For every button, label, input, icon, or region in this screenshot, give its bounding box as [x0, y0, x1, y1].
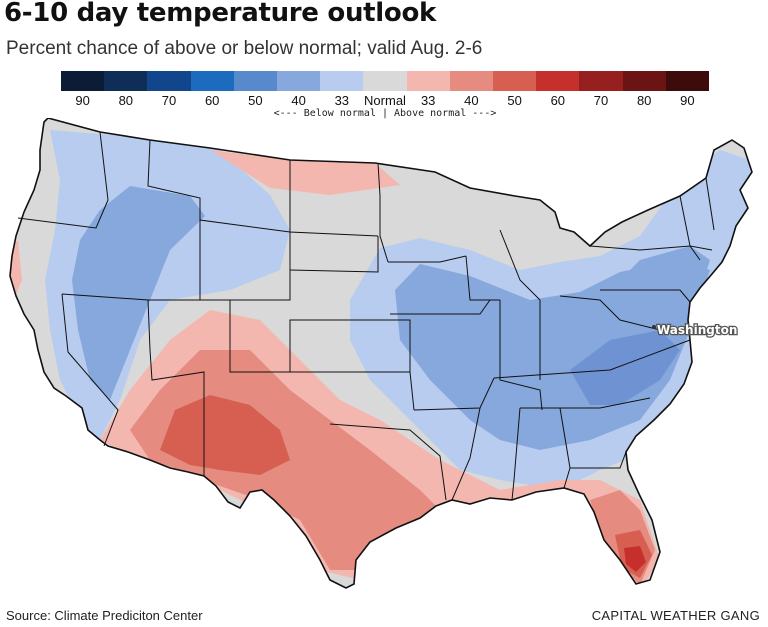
ohio-wv-lines — [559, 295, 661, 331]
legend-label: 90 — [680, 93, 695, 108]
legend-labels: 90 80 70 60 50 40 33 Normal 33 40 50 60 … — [61, 93, 709, 109]
above-60-florida — [624, 546, 646, 572]
below-40-northeast-2 — [600, 246, 710, 300]
utah-wyoming-colorado-lines — [148, 232, 291, 301]
legend-direction-label: <--- Below normal | Above normal ---> — [273, 108, 497, 119]
vermont-nh-line — [705, 177, 715, 231]
legend-swatch-above-90 — [665, 71, 710, 91]
legend-label: 80 — [118, 93, 134, 108]
state-boundaries — [17, 131, 715, 501]
legend-swatch-above-70 — [579, 71, 623, 91]
legend-label-normal: Normal — [364, 93, 406, 108]
legend-label: 60 — [204, 93, 220, 108]
legend-swatch-above-40 — [449, 71, 494, 91]
minnesota-west — [377, 162, 389, 263]
arizona-newmexico-line — [149, 349, 205, 476]
kansas-missouri-line — [310, 319, 411, 372]
legend-label: 33 — [420, 93, 436, 108]
legend-label: 50 — [248, 93, 263, 108]
legend-swatch-below-70 — [147, 71, 191, 91]
above-50-southwest — [160, 395, 290, 475]
legend-swatch-normal — [363, 71, 407, 91]
mississippi-alabama-line — [511, 407, 521, 501]
legend-swatch-below-80 — [104, 71, 148, 91]
chart-subtitle: Percent chance of above or below normal;… — [6, 38, 483, 59]
legend-label: 80 — [636, 93, 652, 108]
us-border — [9, 118, 753, 589]
michigan-lines — [499, 229, 541, 301]
legend-swatch-above-80 — [622, 71, 666, 91]
legend-label: 40 — [291, 93, 306, 108]
legend-label: 70 — [161, 93, 177, 108]
source-note: Source: Climate Prediciton Center — [6, 608, 203, 623]
mississippi-line — [451, 407, 481, 501]
nebraska-sd-line — [289, 236, 379, 273]
oregon-washington-idaho-lines — [17, 131, 109, 229]
legend-label: 60 — [550, 93, 566, 108]
us-outlook-map: Washington — [9, 118, 753, 589]
below-40-west — [72, 186, 205, 400]
legend-swatch-above-33 — [406, 71, 450, 91]
below-33-northeast — [640, 150, 752, 250]
legend-label: 50 — [507, 93, 522, 108]
legend-label: 70 — [593, 93, 609, 108]
washington-label: Washington — [657, 323, 737, 337]
texas-oklahoma-line — [329, 423, 447, 501]
dakotas-west — [289, 160, 379, 237]
georgia-florida-line — [570, 451, 627, 469]
iowa-minnesota-line — [388, 255, 467, 263]
legend-label: 90 — [75, 93, 90, 108]
ny-pa-line — [589, 245, 701, 261]
new-england-lines — [679, 195, 713, 251]
color-legend — [61, 71, 710, 91]
tennessee-south-line — [520, 397, 651, 409]
missouri-iowa-line — [390, 299, 491, 315]
pa-south-line — [600, 289, 691, 303]
legend-swatch-above-50 — [493, 71, 537, 91]
washington-marker — [652, 325, 656, 329]
idaho-montana-wyoming-lines — [147, 139, 291, 233]
chart-title: 6-10 day temperature outlook — [4, 0, 437, 28]
illinois-indiana-line — [499, 300, 543, 411]
legend-swatch-below-40 — [277, 71, 321, 91]
legend-swatch-above-60 — [536, 71, 580, 91]
brand-label: CAPITAL WEATHER GANG — [591, 608, 760, 623]
above-33-north — [210, 150, 400, 195]
legend-label: 40 — [464, 93, 479, 108]
legend-swatch-below-60 — [190, 71, 234, 91]
legend-swatch-below-90 — [61, 71, 105, 91]
legend-swatch-below-50 — [233, 71, 278, 91]
legend-label: 33 — [334, 93, 350, 108]
california-nevada-line — [61, 293, 119, 447]
wisconsin-illinois-line — [465, 255, 500, 301]
below-40-east — [395, 260, 710, 450]
kentucky-tennessee-virginia-line — [493, 339, 691, 379]
legend-swatch-below-33 — [320, 71, 364, 91]
below-50-core — [570, 330, 680, 405]
